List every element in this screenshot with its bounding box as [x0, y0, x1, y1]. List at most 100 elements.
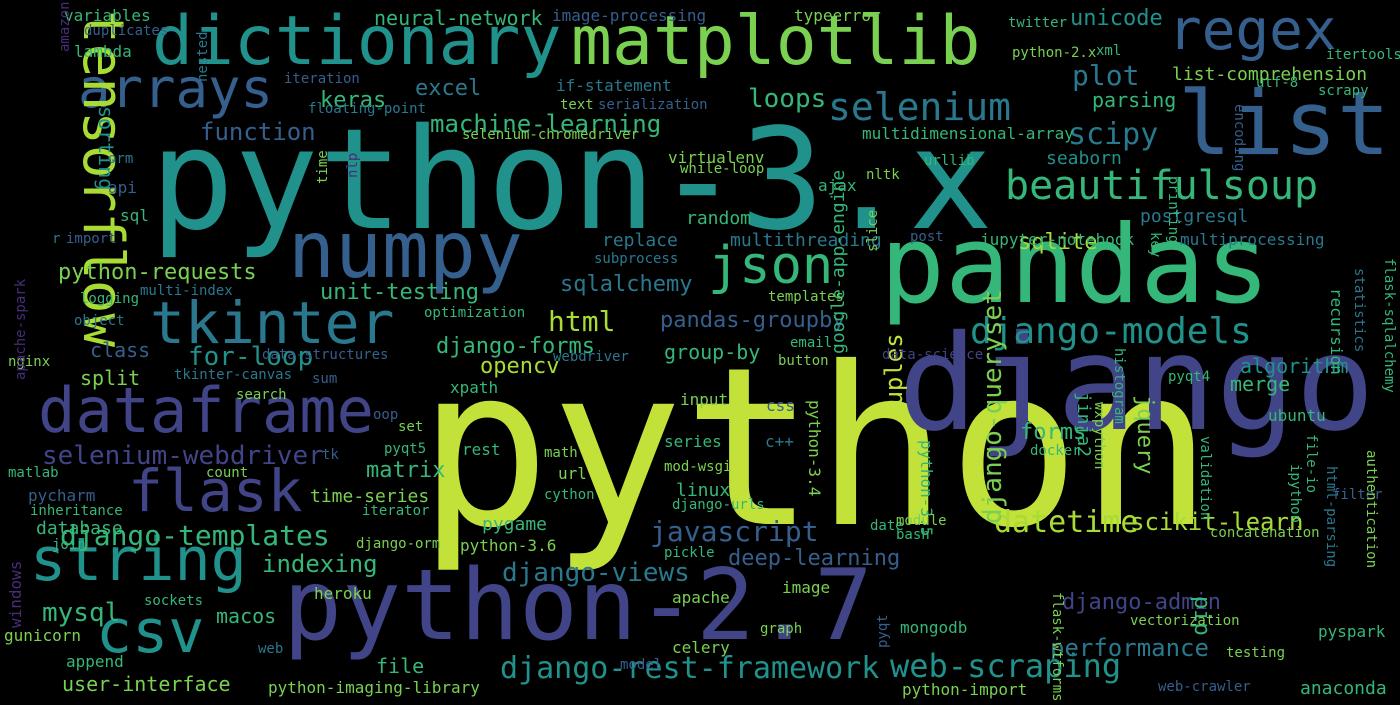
word-jquery: jquery: [1133, 395, 1155, 474]
word-ipython: ipython: [1288, 464, 1302, 523]
word-scrapy: scrapy: [1318, 84, 1369, 98]
word-printing: printing: [1166, 176, 1180, 243]
word-variables: variables: [64, 8, 151, 24]
word-count: count: [206, 466, 248, 480]
word-pandas-groupby: pandas-groupby: [660, 310, 845, 332]
word-unit-testing: unit-testing: [320, 282, 479, 304]
word-sockets: sockets: [144, 594, 203, 608]
word-windows: windows: [8, 561, 24, 628]
word-ajax: ajax: [818, 178, 857, 194]
word-button: button: [778, 354, 829, 368]
word-statistics: statistics: [1352, 268, 1366, 352]
word-graph: graph: [760, 622, 802, 636]
word-plot: plot: [1072, 62, 1139, 90]
word-set: set: [398, 420, 423, 434]
word-multiprocessing: multiprocessing: [1180, 232, 1325, 248]
word-multi-index: multi-index: [140, 284, 233, 298]
word-webdriver: webdriver: [553, 350, 629, 364]
word-file: file: [376, 656, 424, 676]
word-object: object: [74, 314, 125, 328]
word-numpy: numpy: [288, 212, 523, 290]
word-floating-point: floating-point: [308, 102, 426, 116]
word-pickle: pickle: [664, 546, 715, 560]
word-vectorization: vectorization: [1130, 614, 1240, 628]
word-user-interface: user-interface: [62, 674, 231, 694]
word-web: web: [258, 642, 283, 656]
word-series: series: [664, 434, 722, 450]
word-selenium-chromedriver: selenium-chromedriver: [462, 128, 639, 142]
word-authentication: authentication: [1364, 450, 1378, 568]
word-python-requests: python-requests: [58, 262, 257, 284]
word-css: css: [766, 398, 795, 414]
word-seaborn: seaborn: [1046, 150, 1122, 168]
word-input: input: [680, 392, 728, 408]
word-nlp: nlp: [346, 153, 360, 178]
word-c: c++: [765, 434, 794, 450]
word-mongodb: mongodb: [900, 620, 967, 636]
word-mysql: mysql: [42, 600, 120, 626]
word-recursion: recursion: [1328, 288, 1344, 375]
word-duplicates: duplicates: [84, 24, 168, 38]
word-image-processing: image-processing: [552, 8, 706, 24]
word-selenium: selenium: [828, 88, 1011, 126]
word-text: text: [560, 98, 594, 112]
word-nltk: nltk: [866, 168, 900, 182]
word-typeerror: typeerror: [794, 8, 881, 24]
word-ubuntu: ubuntu: [1268, 408, 1326, 424]
word-post: post: [910, 230, 944, 244]
word-django-views: django-views: [502, 560, 690, 586]
word-python-2-x: python-2.x: [1012, 46, 1096, 60]
word-iteration: iteration: [284, 72, 360, 86]
word-urllib: urllib: [924, 154, 975, 168]
word-pyqt: pyqt: [876, 614, 890, 648]
word-model: model: [620, 658, 662, 672]
word-parsing: parsing: [1092, 90, 1176, 110]
word-image: image: [782, 580, 830, 596]
word-tk: tk: [322, 448, 339, 462]
word-iterator: iterator: [362, 504, 429, 518]
word-slice: slice: [866, 210, 880, 252]
word-matlab: matlab: [8, 466, 59, 480]
word-r: r: [52, 232, 60, 246]
word-merge: merge: [1230, 374, 1290, 394]
word-apache-spark: apache-spark: [14, 279, 28, 380]
word-pycharm: pycharm: [28, 488, 95, 504]
word-matrix: matrix: [366, 460, 445, 482]
word-database: database: [36, 520, 123, 538]
word-datetime: datetime: [994, 508, 1139, 538]
word-class: class: [90, 340, 150, 360]
word-tkinter-canvas: tkinter-canvas: [174, 368, 292, 382]
word-jupyter-notebook: jupyter-notebook: [980, 232, 1134, 248]
word-testing: testing: [1226, 646, 1285, 660]
word-python-imaging-library: python-imaging-library: [268, 680, 480, 696]
word-performance: performance: [1050, 636, 1209, 660]
word-validation: validation: [1198, 436, 1212, 520]
word-optimization: optimization: [424, 306, 525, 320]
word-javascript: javascript: [650, 518, 819, 546]
word-bash: bash: [896, 528, 930, 542]
word-loops: loops: [748, 86, 826, 112]
word-celery: celery: [672, 640, 730, 656]
word-url: url: [558, 466, 587, 482]
word-heroku: heroku: [314, 586, 372, 602]
word-math: math: [544, 446, 578, 460]
word-pygame: pygame: [482, 516, 547, 534]
word-django-rest-framework: django-rest-framework: [500, 654, 879, 684]
word-postgresql: postgresql: [1140, 208, 1248, 226]
word-search: search: [236, 388, 287, 402]
word-module: module: [896, 514, 947, 528]
word-pyspark: pyspark: [1318, 624, 1385, 640]
word-rest: rest: [462, 442, 501, 458]
word-pyqt4: pyqt4: [1168, 370, 1210, 384]
word-data-science: data-science: [882, 348, 983, 362]
word-function: function: [200, 120, 316, 144]
word-regex: regex: [1168, 3, 1337, 59]
word-html: html: [548, 308, 615, 336]
word-html-parsing: html-parsing: [1324, 466, 1338, 567]
word-python-import: python-import: [902, 682, 1027, 698]
word-histogram: histogram: [1112, 348, 1126, 424]
word-join: join: [52, 538, 86, 552]
word-itertools: itertools: [1326, 48, 1400, 62]
word-encoding: encoding: [1232, 104, 1246, 171]
word-twitter: twitter: [1008, 16, 1067, 30]
